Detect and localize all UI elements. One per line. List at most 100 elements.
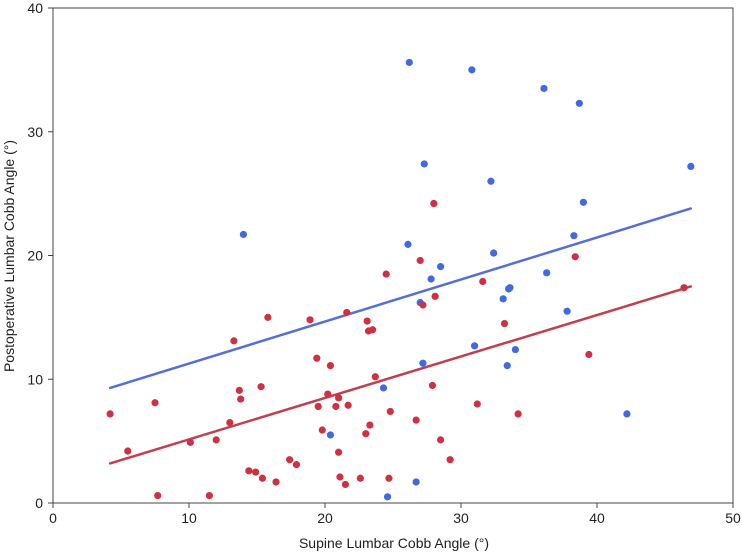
regression-lines [108, 207, 693, 465]
red-data-point [386, 407, 394, 416]
x-tick-label: 30 [453, 510, 469, 526]
y-tick-label: 0 [35, 495, 43, 511]
red-data-point [324, 390, 332, 398]
blue-data-point [468, 66, 476, 74]
y-axis-title: Postoperative Lumbar Cobb Angle (°) [1, 140, 17, 372]
x-tick-label: 20 [317, 510, 333, 526]
red-data-point [318, 426, 326, 434]
red-data-point [336, 473, 344, 481]
blue-data-point [427, 275, 435, 283]
red-data-point [326, 362, 335, 370]
blue-data-point [563, 307, 571, 315]
red-data-point [314, 402, 322, 411]
red-data-point [680, 284, 688, 292]
blue-data-point [575, 99, 583, 107]
red-data-point [371, 373, 379, 381]
blue-data-point [540, 84, 548, 93]
red-data-point [585, 350, 593, 359]
red-data-point [272, 478, 280, 486]
red-data-point [335, 394, 343, 402]
red-data-point [257, 383, 265, 391]
x-tick-label: 50 [725, 510, 741, 526]
blue-regression-line [108, 207, 693, 390]
red-data-point [341, 480, 349, 489]
red-data-point [292, 461, 301, 469]
red-data-point [286, 456, 294, 464]
red-data-point [473, 400, 481, 408]
red-data-point [252, 468, 260, 476]
red-data-point [237, 395, 245, 403]
blue-data-point [499, 295, 507, 303]
blue-data-point [511, 345, 519, 354]
blue-data-point [420, 160, 428, 168]
red-data-point [431, 292, 439, 300]
blue-data-point [570, 232, 578, 240]
red-data-point [186, 438, 194, 446]
blue-data-point [437, 263, 445, 271]
red-data-point [258, 474, 267, 482]
x-tick-label: 40 [589, 510, 605, 526]
blue-data-point [404, 240, 412, 248]
y-tick-label: 20 [27, 248, 43, 264]
blue-data-point [326, 431, 335, 439]
blue-data-point [412, 478, 420, 486]
blue-data-point [623, 410, 631, 418]
red-data-point [430, 199, 438, 208]
red-data-point [514, 410, 522, 418]
blue-data-point [383, 493, 392, 501]
red-data-point [313, 354, 321, 362]
red-data-point [571, 253, 579, 261]
red-data-point [446, 456, 454, 464]
blue-data-point [503, 362, 511, 370]
blue-data-point [471, 342, 479, 350]
axes: 0 10 20 30 40 50 0 10 20 30 40 [27, 0, 741, 526]
red-data-point [226, 418, 234, 427]
x-tick-label: 10 [181, 510, 197, 526]
y-tick-label: 10 [27, 371, 43, 387]
red-data-point [245, 467, 253, 475]
blue-data-point [579, 198, 588, 206]
red-data-point [419, 301, 427, 309]
red-data-point [412, 416, 420, 424]
red-data-point [356, 474, 364, 482]
red-data-point [230, 337, 238, 345]
red-data-point [385, 474, 393, 482]
red-data-point [212, 436, 220, 444]
red-data-point [151, 399, 159, 407]
red-data-point [343, 308, 351, 317]
blue-data-point [490, 249, 498, 257]
red-data-point [416, 256, 424, 265]
red-data-point [428, 381, 437, 390]
blue-data-point [239, 230, 247, 239]
blue-data-point [543, 269, 551, 277]
red-data-point [154, 491, 162, 500]
red-regression-line [108, 285, 693, 465]
red-data-point [382, 270, 390, 278]
red-data-point [500, 319, 509, 328]
red-data-point [344, 401, 352, 409]
red-data-point [479, 277, 487, 286]
blue-data-point [487, 177, 495, 185]
red-data-point [335, 448, 343, 456]
red-data-point [205, 491, 213, 500]
data-points [106, 58, 695, 501]
red-data-point [332, 402, 340, 411]
plot-frame [52, 7, 734, 504]
blue-data-point [419, 359, 427, 367]
red-data-point [106, 410, 114, 418]
red-data-point [124, 447, 132, 455]
blue-data-point [405, 58, 413, 67]
y-tick-label: 40 [27, 0, 43, 16]
red-data-point [264, 313, 272, 321]
x-axis-title: Supine Lumbar Cobb Angle (°) [299, 535, 489, 551]
red-data-point [366, 421, 374, 429]
red-data-point [235, 386, 243, 394]
blue-data-point [379, 384, 388, 392]
blue-data-point [687, 162, 695, 170]
x-tick-label: 0 [49, 510, 57, 526]
red-data-point [306, 316, 314, 324]
red-data-point [363, 317, 371, 325]
y-tick-label: 30 [27, 124, 43, 140]
